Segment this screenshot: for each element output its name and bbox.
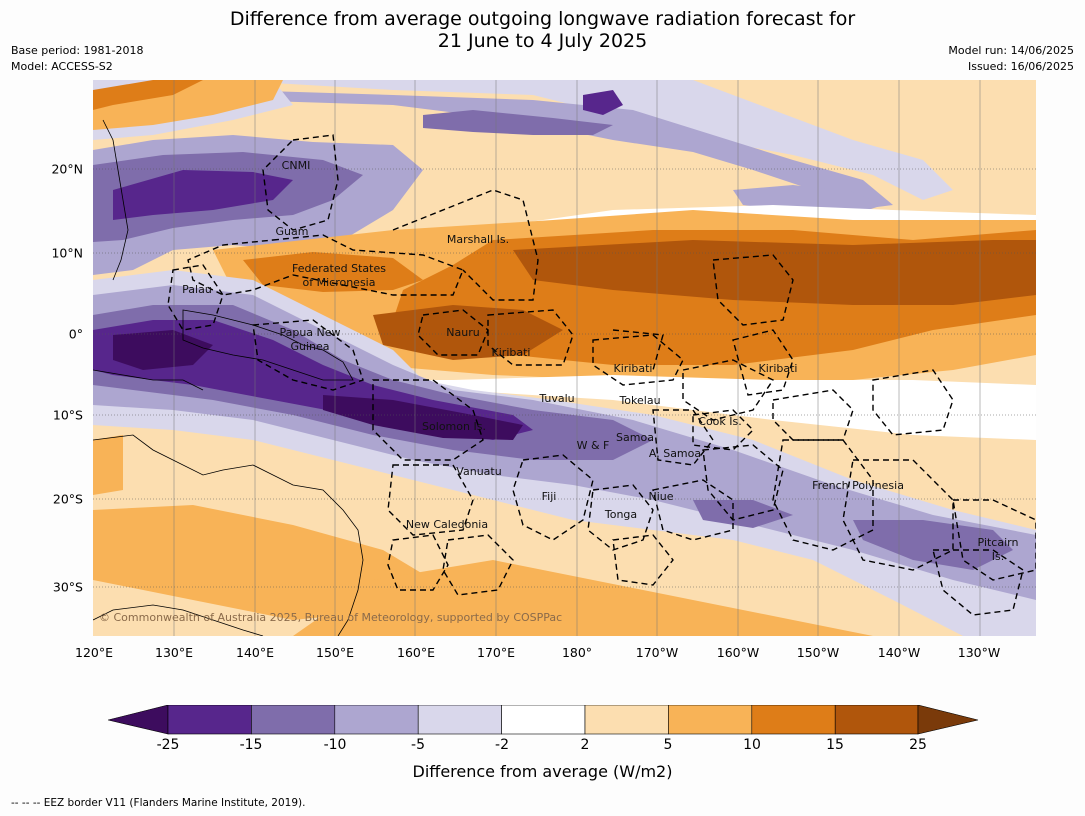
lon-label-160w: 160°W (716, 645, 760, 660)
colorbar-bin (334, 705, 419, 735)
coastlines (93, 119, 364, 636)
label-kiribati-west: Kiribati (491, 346, 531, 359)
colorbar-bin (251, 705, 336, 735)
lat-label-0: 0° (68, 326, 83, 342)
label-marshall: Marshall Is. (446, 233, 510, 246)
lon-label-120e: 120°E (74, 645, 114, 660)
label-pitcairn-line2: Is. (991, 550, 1005, 563)
label-pitcairn: Pitcairn Is. (978, 536, 1019, 564)
label-asamoa: A. Samoa (648, 447, 702, 460)
lon-label-150e: 150°E (315, 645, 355, 660)
eez-footnote: -- -- -- EEZ border V11 (Flanders Marine… (11, 797, 306, 809)
eez-borders (167, 134, 1036, 616)
colorbar-tick: 10 (743, 737, 761, 753)
lon-label-140e: 140°E (235, 645, 275, 660)
lon-label-130e: 130°E (154, 645, 194, 660)
base-period: Base period: 1981-2018 (11, 44, 144, 57)
label-tokelau: Tokelau (619, 394, 661, 407)
label-wf: W & F (576, 439, 610, 452)
label-cook: Cook Is. (698, 415, 742, 428)
label-vanuatu: Vanuatu (456, 465, 502, 478)
label-samoa: Samoa (616, 431, 654, 444)
label-fsm-line2: of Micronesia (302, 276, 376, 289)
colorbar-bin (167, 705, 252, 735)
lon-label-170w: 170°W (635, 645, 679, 660)
colorbar-tick: 2 (580, 737, 590, 753)
lon-label-140w: 140°W (877, 645, 921, 660)
label-palau: Palau (182, 283, 212, 296)
lon-label-180: 180° (561, 645, 593, 660)
lat-label-10s: 10°S (52, 407, 83, 423)
lat-label-30s: 30°S (52, 579, 83, 595)
label-solomon: Solomon Is. (422, 420, 486, 433)
colorbar-tick: -5 (411, 737, 425, 753)
meta-left: Base period: 1981-2018 Model: ACCESS-S2 (11, 43, 143, 75)
colorbar-bin (584, 705, 669, 735)
label-fsm-line1: Federated States (292, 262, 386, 275)
graticule (93, 168, 1036, 588)
colorbar-extend-low (108, 705, 169, 735)
lat-label-10n: 10°N (51, 245, 83, 261)
label-kiribati-east: Kiribati (758, 362, 798, 375)
colorbar-tick: -15 (239, 737, 263, 753)
colorbar-tick: -2 (495, 737, 509, 753)
colorbar-extend-high (917, 705, 979, 735)
colorbar-tick: 15 (826, 737, 844, 753)
meta-right: Model run: 14/06/2025 Issued: 16/06/2025 (948, 43, 1074, 75)
lon-label-130w: 130°W (957, 645, 1001, 660)
model-run: Model run: 14/06/2025 (948, 44, 1074, 57)
colorbar (108, 705, 979, 735)
colorbar-tick: 5 (663, 737, 673, 753)
model-name: Model: ACCESS-S2 (11, 60, 113, 73)
label-nauru: Nauru (446, 326, 480, 339)
colorbar-tick: 25 (909, 737, 927, 753)
map-title: Difference from average outgoing longwav… (0, 8, 1085, 52)
lon-label-150w: 150°W (796, 645, 840, 660)
label-fiji: Fiji (541, 490, 557, 503)
label-niue: Niue (648, 490, 674, 503)
colorbar-bin (501, 705, 586, 735)
label-french-polynesia: French Polynesia (812, 479, 904, 492)
label-png-line2: Guinea (290, 340, 330, 353)
colorbar-tick: -25 (156, 737, 180, 753)
issued-date: Issued: 16/06/2025 (967, 60, 1074, 73)
lon-label-170e: 170°E (476, 645, 516, 660)
label-pitcairn-line1: Pitcairn (977, 536, 1019, 549)
title-line-2: 21 June to 4 July 2025 (437, 30, 648, 52)
colorbar-bin (834, 705, 919, 735)
label-new-caledonia: New Caledonia (405, 518, 489, 531)
copyright-notice: © Commonwealth of Australia 2025, Bureau… (99, 611, 563, 624)
label-fsm: Federated States of Micronesia (292, 262, 386, 290)
label-png-line1: Papua New (279, 326, 341, 339)
lat-label-20n: 20°N (51, 161, 83, 177)
lat-label-20s: 20°S (52, 491, 83, 507)
title-line-1: Difference from average outgoing longwav… (229, 8, 856, 30)
label-png: Papua New Guinea (279, 326, 340, 354)
label-cnmi: CNMI (281, 159, 311, 172)
colorbar-bin (668, 705, 753, 735)
olr-anomaly-field (93, 80, 1036, 636)
colorbar-title: Difference from average (W/m2) (412, 762, 673, 781)
colorbar-tick: -10 (323, 737, 347, 753)
label-kiribati-central: Kiribati (613, 362, 653, 375)
colorbar-bin (417, 705, 502, 735)
label-tuvalu: Tuvalu (539, 392, 575, 405)
lon-label-160e: 160°E (396, 645, 436, 660)
label-tonga: Tonga (604, 508, 638, 521)
colorbar-bin (751, 705, 836, 735)
label-guam: Guam (275, 225, 309, 238)
map-panel: CNMI Guam Marshall Is. Federated States … (93, 80, 1036, 636)
